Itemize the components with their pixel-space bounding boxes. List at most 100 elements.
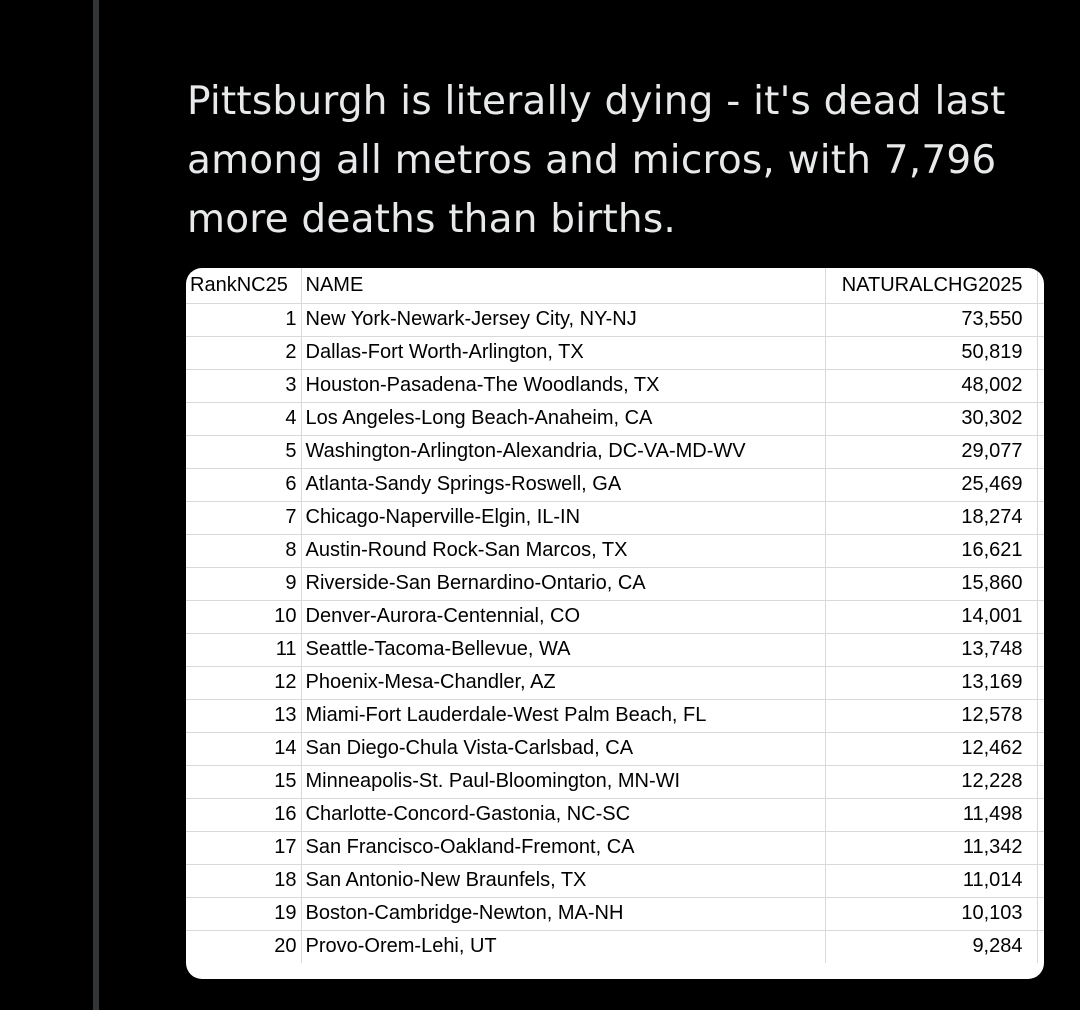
name-cell: San Francisco-Oakland-Fremont, CA bbox=[301, 831, 826, 865]
column-spacer bbox=[1037, 303, 1044, 337]
table-row: 2 Dallas-Fort Worth-Arlington, TX 50,819 bbox=[186, 336, 1044, 370]
column-spacer bbox=[1037, 864, 1044, 898]
rank-cell: 15 bbox=[186, 765, 302, 799]
value-cell: 13,748 bbox=[825, 633, 1038, 667]
thread-connector-line bbox=[93, 0, 99, 1010]
column-spacer bbox=[1037, 402, 1044, 436]
table-row: 18 San Antonio-New Braunfels, TX 11,014 bbox=[186, 864, 1044, 898]
value-cell: 73,550 bbox=[825, 303, 1038, 337]
value-cell: 16,621 bbox=[825, 534, 1038, 568]
table-row: 13 Miami-Fort Lauderdale-West Palm Beach,… bbox=[186, 699, 1044, 733]
table-row: 10 Denver-Aurora-Centennial, CO 14,001 bbox=[186, 600, 1044, 634]
table-row: 4 Los Angeles-Long Beach-Anaheim, CA 30,30… bbox=[186, 402, 1044, 436]
name-cell: Seattle-Tacoma-Bellevue, WA bbox=[301, 633, 826, 667]
table-row: 17 San Francisco-Oakland-Fremont, CA 11,34… bbox=[186, 831, 1044, 865]
name-cell: New York-Newark-Jersey City, NY-NJ bbox=[301, 303, 826, 337]
column-spacer bbox=[1037, 765, 1044, 799]
column-spacer bbox=[1037, 268, 1044, 304]
name-cell: Denver-Aurora-Centennial, CO bbox=[301, 600, 826, 634]
column-spacer bbox=[1037, 666, 1044, 700]
column-spacer bbox=[1037, 732, 1044, 766]
value-cell: 29,077 bbox=[825, 435, 1038, 469]
rank-cell: 12 bbox=[186, 666, 302, 700]
column-spacer bbox=[1037, 336, 1044, 370]
table-body: 1 New York-Newark-Jersey City, NY-NJ 73,55… bbox=[186, 303, 1044, 963]
table-row: 19 Boston-Cambridge-Newton, MA-NH 10,103 bbox=[186, 897, 1044, 931]
rank-cell: 16 bbox=[186, 798, 302, 832]
name-cell: Miami-Fort Lauderdale-West Palm Beach, F… bbox=[301, 699, 826, 733]
rank-cell: 9 bbox=[186, 567, 302, 601]
name-cell: San Antonio-New Braunfels, TX bbox=[301, 864, 826, 898]
table-row: 7 Chicago-Naperville-Elgin, IL-IN 18,274 bbox=[186, 501, 1044, 535]
tweet-media-image[interactable]: RankNC25 NAME NATURALCHG2025 1 New York-N… bbox=[186, 268, 1044, 979]
column-spacer bbox=[1037, 897, 1044, 931]
value-cell: 14,001 bbox=[825, 600, 1038, 634]
table-row: 16 Charlotte-Concord-Gastonia, NC-SC 11,49… bbox=[186, 798, 1044, 832]
rank-cell: 7 bbox=[186, 501, 302, 535]
value-cell: 48,002 bbox=[825, 369, 1038, 403]
name-cell: Boston-Cambridge-Newton, MA-NH bbox=[301, 897, 826, 931]
table-row: 5 Washington-Arlington-Alexandria, DC-VA-… bbox=[186, 435, 1044, 469]
value-cell: 25,469 bbox=[825, 468, 1038, 502]
value-cell: 18,274 bbox=[825, 501, 1038, 535]
name-cell: Phoenix-Mesa-Chandler, AZ bbox=[301, 666, 826, 700]
table-row: 9 Riverside-San Bernardino-Ontario, CA 15,… bbox=[186, 567, 1044, 601]
value-cell: 11,342 bbox=[825, 831, 1038, 865]
column-spacer bbox=[1037, 600, 1044, 634]
name-cell: Chicago-Naperville-Elgin, IL-IN bbox=[301, 501, 826, 535]
name-cell: San Diego-Chula Vista-Carlsbad, CA bbox=[301, 732, 826, 766]
name-cell: Charlotte-Concord-Gastonia, NC-SC bbox=[301, 798, 826, 832]
rank-cell: 14 bbox=[186, 732, 302, 766]
rank-cell: 11 bbox=[186, 633, 302, 667]
value-cell: 10,103 bbox=[825, 897, 1038, 931]
name-cell: Dallas-Fort Worth-Arlington, TX bbox=[301, 336, 826, 370]
value-cell: 30,302 bbox=[825, 402, 1038, 436]
column-spacer bbox=[1037, 930, 1044, 963]
name-cell: Provo-Orem-Lehi, UT bbox=[301, 930, 826, 963]
rank-cell: 19 bbox=[186, 897, 302, 931]
name-cell: Houston-Pasadena-The Woodlands, TX bbox=[301, 369, 826, 403]
column-header-value: NATURALCHG2025 bbox=[825, 268, 1038, 304]
value-cell: 11,498 bbox=[825, 798, 1038, 832]
name-cell: Minneapolis-St. Paul-Bloomington, MN-WI bbox=[301, 765, 826, 799]
rank-cell: 20 bbox=[186, 930, 302, 963]
table-row: 6 Atlanta-Sandy Springs-Roswell, GA 25,469 bbox=[186, 468, 1044, 502]
name-cell: Riverside-San Bernardino-Ontario, CA bbox=[301, 567, 826, 601]
column-spacer bbox=[1037, 369, 1044, 403]
rank-cell: 3 bbox=[186, 369, 302, 403]
rank-cell: 2 bbox=[186, 336, 302, 370]
value-cell: 50,819 bbox=[825, 336, 1038, 370]
rank-cell: 17 bbox=[186, 831, 302, 865]
table-row: 14 San Diego-Chula Vista-Carlsbad, CA 12,4… bbox=[186, 732, 1044, 766]
rank-cell: 13 bbox=[186, 699, 302, 733]
table-row: 12 Phoenix-Mesa-Chandler, AZ 13,169 bbox=[186, 666, 1044, 700]
column-header-name: NAME bbox=[301, 268, 826, 304]
rank-cell: 18 bbox=[186, 864, 302, 898]
table-row: 15 Minneapolis-St. Paul-Bloomington, MN-W… bbox=[186, 765, 1044, 799]
value-cell: 9,284 bbox=[825, 930, 1038, 963]
column-spacer bbox=[1037, 633, 1044, 667]
rank-cell: 1 bbox=[186, 303, 302, 337]
spreadsheet-table: RankNC25 NAME NATURALCHG2025 1 New York-N… bbox=[186, 268, 1044, 963]
name-cell: Atlanta-Sandy Springs-Roswell, GA bbox=[301, 468, 826, 502]
table-row: 3 Houston-Pasadena-The Woodlands, TX 48,00… bbox=[186, 369, 1044, 403]
value-cell: 11,014 bbox=[825, 864, 1038, 898]
column-spacer bbox=[1037, 798, 1044, 832]
column-spacer bbox=[1037, 567, 1044, 601]
table-row: 11 Seattle-Tacoma-Bellevue, WA 13,748 bbox=[186, 633, 1044, 667]
table-row: 1 New York-Newark-Jersey City, NY-NJ 73,55… bbox=[186, 303, 1044, 337]
table-row: 20 Provo-Orem-Lehi, UT 9,284 bbox=[186, 930, 1044, 963]
name-cell: Austin-Round Rock-San Marcos, TX bbox=[301, 534, 826, 568]
tweet-text: Pittsburgh is literally dying - it's dea… bbox=[187, 79, 1006, 242]
name-cell: Washington-Arlington-Alexandria, DC-VA-M… bbox=[301, 435, 826, 469]
table-row: 8 Austin-Round Rock-San Marcos, TX 16,621 bbox=[186, 534, 1044, 568]
value-cell: 12,462 bbox=[825, 732, 1038, 766]
rank-cell: 8 bbox=[186, 534, 302, 568]
column-spacer bbox=[1037, 831, 1044, 865]
rank-cell: 10 bbox=[186, 600, 302, 634]
column-header-rank: RankNC25 bbox=[186, 268, 302, 304]
value-cell: 12,228 bbox=[825, 765, 1038, 799]
column-spacer bbox=[1037, 435, 1044, 469]
value-cell: 12,578 bbox=[825, 699, 1038, 733]
column-spacer bbox=[1037, 501, 1044, 535]
